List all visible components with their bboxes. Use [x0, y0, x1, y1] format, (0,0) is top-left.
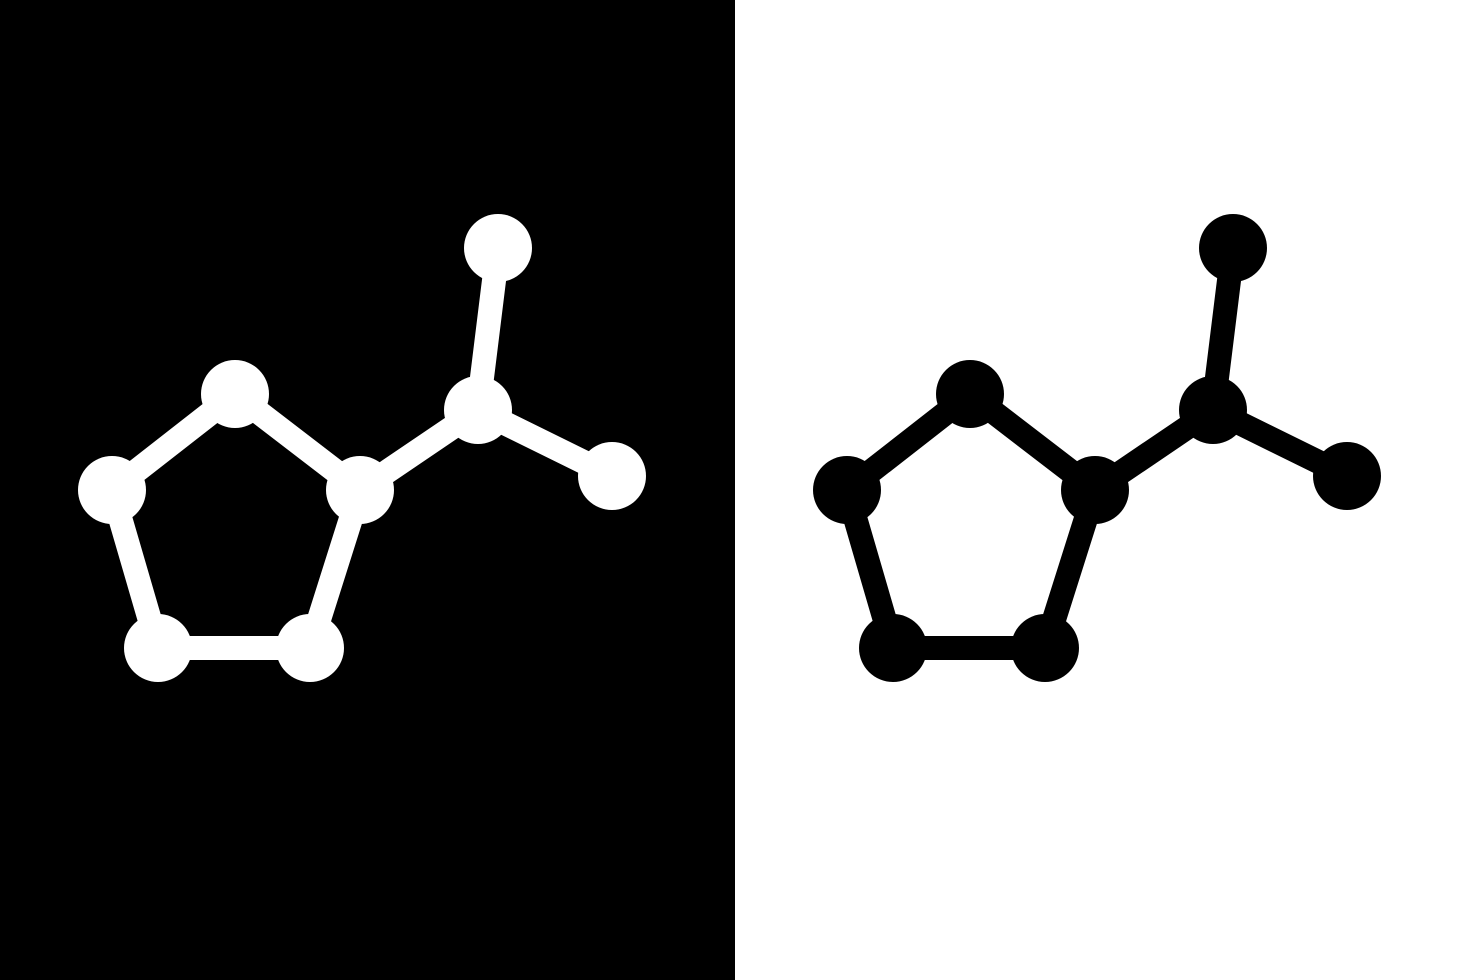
molecule-atom [1179, 376, 1247, 444]
molecule-icon [0, 0, 735, 980]
molecule-atom [78, 456, 146, 524]
molecule-atom [444, 376, 512, 444]
molecule-atom [276, 614, 344, 682]
molecule-atom [1199, 214, 1267, 282]
panel-right [735, 0, 1470, 980]
panel-left [0, 0, 735, 980]
molecule-atom [1061, 456, 1129, 524]
molecule-atom [936, 360, 1004, 428]
molecule-atom [1313, 442, 1381, 510]
molecule-atom [201, 360, 269, 428]
molecule-atom [326, 456, 394, 524]
molecule-atom [813, 456, 881, 524]
molecule-atom [124, 614, 192, 682]
molecule-atom [859, 614, 927, 682]
molecule-atom [578, 442, 646, 510]
molecule-atom [1011, 614, 1079, 682]
molecule-icon [735, 0, 1470, 980]
molecule-atom [464, 214, 532, 282]
